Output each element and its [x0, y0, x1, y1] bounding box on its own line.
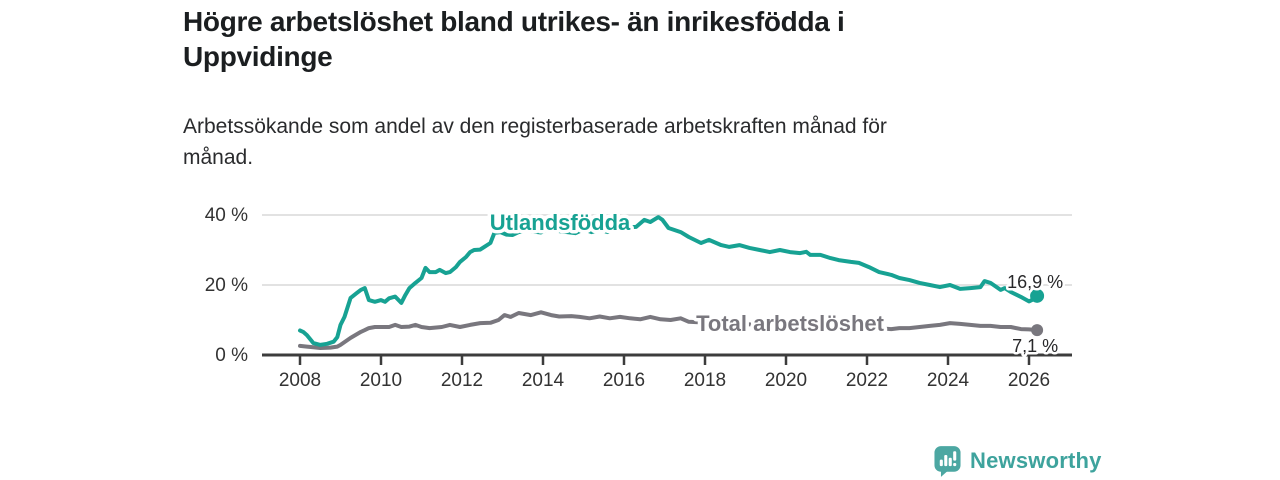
newsworthy-logo-icon: [934, 445, 961, 477]
utlandsf-dda-end-dot: [1030, 288, 1045, 303]
x-axis-tick-label: 2012: [441, 370, 483, 391]
y-axis-tick-label: 40 %: [205, 205, 248, 226]
total-arbetsl-shet-end-dot: [1031, 324, 1044, 337]
page-title-line-1: Högre arbetslöshet bland utrikes- än inr…: [183, 6, 845, 37]
page-title-line-2: Uppvidinge: [183, 41, 333, 72]
x-axis-tick-label: 2024: [927, 370, 970, 391]
total-arbetsl-shet-series-label: Total arbetslöshet: [696, 311, 885, 336]
x-axis-tick-label: 2020: [765, 370, 807, 391]
chart-subtitle-line-2: månad.: [183, 146, 254, 169]
chart-subtitle-line-1: Arbetssökande som andel av den registerb…: [183, 115, 887, 138]
newsworthy-logo[interactable]: Newsworthy: [934, 444, 1102, 478]
chart-subtitle: Arbetssökande som andel av den registerb…: [183, 111, 1063, 173]
y-axis-tick-label: 0 %: [215, 345, 248, 366]
x-axis-tick-label: 2010: [360, 370, 402, 391]
utlandsf-dda-line: [298, 215, 1040, 347]
total-arbetsl-shet-line: [298, 310, 1040, 350]
x-axis-tick-label: 2026: [1008, 370, 1050, 391]
x-axis-tick-label: 2016: [603, 370, 645, 391]
y-axis-tick-label: 20 %: [205, 275, 248, 296]
x-axis-tick-label: 2008: [279, 370, 321, 391]
x-axis-tick-label: 2018: [684, 370, 726, 391]
utlandsf-dda-series-label: Utlandsfödda: [490, 210, 631, 235]
x-axis-tick-label: 2022: [846, 370, 888, 391]
newsworthy-brand-text: Newsworthy: [970, 448, 1102, 473]
utlandsf-dda-end-value-label: 16,9 %: [1007, 272, 1063, 292]
total-arbetsl-shet-end-value-label: 7,1 %: [1012, 336, 1058, 356]
x-axis-tick-label: 2014: [522, 370, 565, 391]
page-title: Högre arbetslöshet bland utrikes- än inr…: [183, 4, 1043, 74]
